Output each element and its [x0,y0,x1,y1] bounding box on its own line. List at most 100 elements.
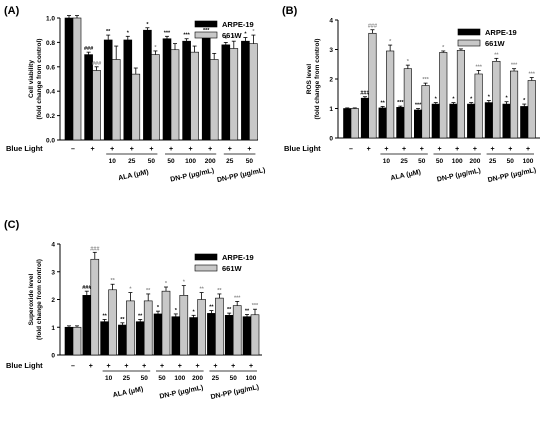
group-label: DN-PP (μg/mL) [487,167,537,184]
y-tick-label: 0.2 [46,113,55,120]
significance-mark: * [389,39,392,45]
significance-mark: * [435,97,438,103]
bar-661w [197,299,206,356]
significance-mark: *** [511,63,518,69]
significance-mark: ** [106,29,111,35]
bar-661w [151,54,160,141]
bar-661w [72,17,82,141]
blue-light-sign: + [189,146,193,153]
group-label: ALA (μM) [390,169,422,182]
bar-661w [474,73,483,139]
blue-light-sign: + [208,146,212,153]
legend-label: ARPE-19 [222,20,254,29]
dose-label: 50 [418,158,426,165]
blue-light-sign: + [228,146,232,153]
significance-mark: *** [422,77,429,83]
y-axis-label: (fold change from control) [36,39,43,120]
blue-light-sign: + [169,146,173,153]
y-tick-label: 0.6 [46,64,55,71]
bar-661w [161,290,171,356]
bar-661w [92,70,101,141]
bar-arpe19 [207,313,216,356]
significance-mark: *** [234,295,241,301]
bar-arpe19 [449,103,458,139]
blue-light-sign: + [124,363,128,370]
legend-swatch [457,39,481,47]
significance-mark: * [233,35,236,41]
y-tick-label: 3 [51,269,55,276]
significance-mark: * [452,97,455,103]
panel-label: (A) [4,5,20,17]
legend-swatch [194,31,218,39]
bar-661w [131,73,141,141]
significance-mark: * [505,96,508,102]
significance-mark: ** [199,287,204,293]
y-tick-label: 0 [329,136,333,143]
dose-label: 25 [128,158,136,165]
bar-661w [439,52,448,139]
significance-mark: *** [252,303,259,309]
y-tick-label: 2 [51,297,55,304]
bar-arpe19 [201,35,211,141]
group-label: DN-PP (μg/mL) [216,167,266,184]
bar-661w [350,108,359,139]
y-tick-label: 0.0 [46,138,55,145]
dose-label: 100 [523,158,534,165]
dose-label: 100 [246,375,257,382]
bar-arpe19 [100,321,109,356]
y-tick-label: 1.0 [46,16,55,23]
y-tick-label: 0.8 [46,40,55,47]
blue-light-sign: + [196,363,200,370]
group-label: ALA (μM) [112,386,144,399]
significance-mark: ** [381,100,386,106]
bar-arpe19 [343,108,352,139]
dose-label: 25 [489,158,497,165]
dose-label: 10 [383,158,391,165]
y-tick-label: 0.4 [46,89,55,96]
legend-label: 661W [222,31,243,40]
significance-mark: * [146,22,149,28]
dose-label: 25 [226,158,234,165]
blue-light-sign: + [508,146,512,153]
bar-arpe19 [103,39,113,141]
significance-mark: ### [82,285,91,291]
legend-label: 661W [222,264,243,273]
dose-label: 100 [452,158,463,165]
bar-arpe19 [360,97,370,139]
significance-mark: *** [397,100,404,106]
significance-mark: *** [415,103,422,109]
bar-arpe19 [224,315,234,356]
significance-mark: * [407,59,410,65]
significance-mark: * [175,308,178,314]
y-tick-label: 0 [51,353,55,360]
significance-mark: *** [183,33,190,39]
significance-mark: *** [164,30,171,36]
dose-label: 25 [123,375,131,382]
group-label: ALA (μM) [118,169,150,182]
significance-mark: * [488,95,491,101]
blue-light-sign: + [455,146,459,153]
bar-arpe19 [82,295,92,356]
significance-mark: * [244,32,247,38]
dose-label: 50 [158,375,166,382]
significance-mark: * [470,97,473,103]
blue-light-sign: – [71,146,75,153]
dose-label: 200 [205,158,216,165]
dose-label: 50 [148,158,156,165]
bar-661w [126,300,135,356]
bar-arpe19 [153,313,163,356]
blue-light-sign: + [110,146,114,153]
significance-mark: ** [120,317,125,323]
significance-mark: ** [110,278,115,284]
significance-mark: ** [217,288,222,294]
blue-light-sign: – [349,146,353,153]
significance-mark: ** [146,288,151,294]
blue-light-sign: + [231,363,235,370]
significance-mark: ** [102,313,107,319]
blue-light-sign: + [437,146,441,153]
significance-mark: ### [90,246,99,252]
bar-661w [421,85,430,139]
legend-swatch [194,264,218,272]
legend-label: 661W [485,39,506,48]
bar-661w [209,59,219,141]
